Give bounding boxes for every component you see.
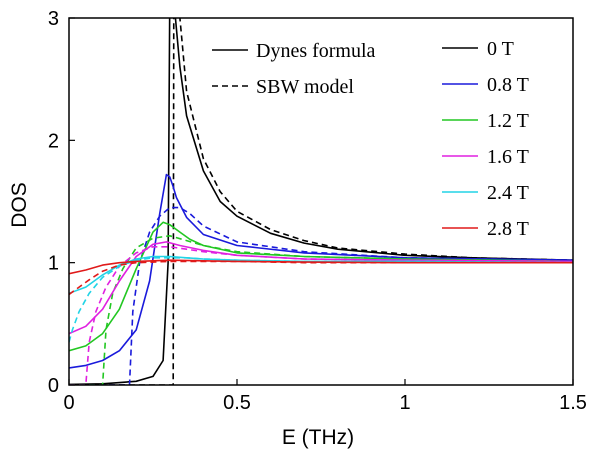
style-legend-label: Dynes formula <box>256 40 376 62</box>
series-1-sbw-line <box>69 206 573 385</box>
x-tick-label: 0.5 <box>223 392 251 414</box>
series-2-dynes-line <box>69 221 573 352</box>
series-1-dynes-line <box>69 173 573 369</box>
y-tick-label: 2 <box>48 130 59 152</box>
x-tick-label: 1 <box>399 392 410 414</box>
x-tick-label: 1.5 <box>559 392 587 414</box>
series-legend-label: 0 T <box>487 38 514 60</box>
x-tick-label: 0 <box>63 392 74 414</box>
series-2-sbw-line <box>69 235 573 385</box>
series-legend-label: 2.4 T <box>487 182 529 204</box>
series-0-dynes-line <box>69 18 573 385</box>
series-5-sbw-line <box>69 260 573 296</box>
y-tick-label: 3 <box>48 8 59 30</box>
series-legend: 0 T 0.8 T 1.2 T 1.6 T 2.4 T 2.8 T <box>442 38 529 240</box>
y-tick-label: 1 <box>48 253 59 275</box>
ticks-layer: 0 0.5 1 1.5 0 1 2 3 <box>48 8 587 414</box>
series-layer <box>69 18 573 385</box>
y-tick-label: 0 <box>48 375 59 397</box>
series-5-dynes-line <box>69 259 573 275</box>
series-legend-label: 1.2 T <box>487 110 529 132</box>
y-axis-title: DOS <box>8 182 31 228</box>
style-legend: Dynes formula SBW model <box>212 40 376 98</box>
series-3-sbw-line <box>69 246 573 385</box>
series-legend-label: 2.8 T <box>487 218 529 240</box>
x-axis-title: E (THz) <box>282 426 354 449</box>
style-legend-label: SBW model <box>256 76 354 98</box>
series-legend-label: 1.6 T <box>487 146 529 168</box>
plot-frame <box>68 17 574 386</box>
series-legend-label: 0.8 T <box>487 74 529 96</box>
series-0-sbw-line <box>69 18 573 385</box>
series-3-dynes-line <box>69 241 573 335</box>
